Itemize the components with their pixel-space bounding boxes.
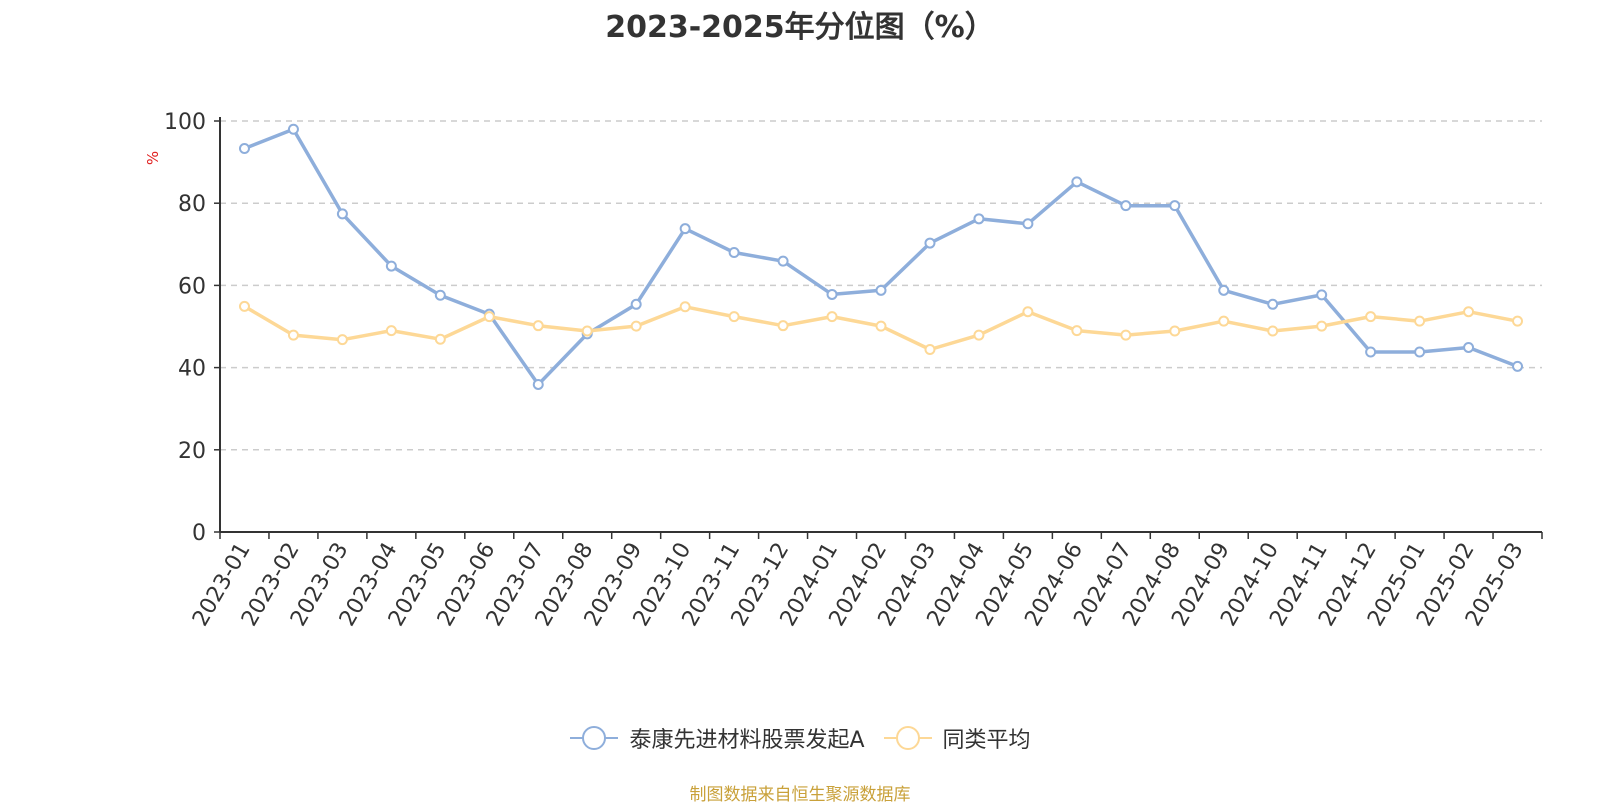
y-tick-label: 60: [178, 274, 206, 299]
data-point[interactable]: [1218, 315, 1230, 327]
data-point[interactable]: [924, 344, 936, 356]
data-point[interactable]: [483, 311, 495, 323]
chart-title: 2023-2025年分位图（%）: [605, 10, 995, 45]
data-point[interactable]: [630, 298, 642, 310]
legend-label: 泰康先进材料股票发起A: [629, 728, 865, 753]
data-point[interactable]: [973, 329, 985, 341]
legend-item-2[interactable]: 同类平均: [883, 722, 1031, 754]
data-point[interactable]: [679, 301, 691, 313]
data-point[interactable]: [1120, 200, 1132, 212]
data-point[interactable]: [385, 325, 397, 337]
data-point[interactable]: [1071, 325, 1083, 337]
data-point[interactable]: [1316, 320, 1328, 332]
data-point[interactable]: [1022, 306, 1034, 318]
data-point[interactable]: [532, 378, 544, 390]
data-point[interactable]: [875, 320, 887, 332]
data-point[interactable]: [1169, 200, 1181, 212]
data-point[interactable]: [532, 320, 544, 332]
axes: 0204060801002023-012023-022023-032023-04…: [164, 110, 1543, 631]
y-tick-label: 80: [178, 192, 206, 217]
data-point[interactable]: [924, 237, 936, 249]
data-point[interactable]: [1218, 284, 1230, 296]
data-point[interactable]: [1463, 306, 1475, 318]
data-point[interactable]: [1120, 329, 1132, 341]
data-point[interactable]: [728, 247, 740, 259]
data-point[interactable]: [1022, 218, 1034, 230]
data-point[interactable]: [1414, 315, 1426, 327]
legend: 泰康先进材料股票发起A 同类平均: [0, 722, 1600, 754]
data-point[interactable]: [1414, 346, 1426, 358]
series-lines: [242, 127, 1520, 387]
data-point[interactable]: [581, 325, 593, 337]
data-points: [238, 123, 1524, 390]
data-point[interactable]: [679, 223, 691, 235]
data-point[interactable]: [630, 320, 642, 332]
data-point[interactable]: [434, 333, 446, 345]
data-point[interactable]: [728, 311, 740, 323]
y-tick-label: 20: [178, 439, 206, 464]
data-point[interactable]: [1365, 346, 1377, 358]
data-point[interactable]: [1365, 311, 1377, 323]
data-point[interactable]: [336, 208, 348, 220]
data-point[interactable]: [1267, 325, 1279, 337]
data-point[interactable]: [238, 300, 250, 312]
data-point[interactable]: [777, 320, 789, 332]
data-point[interactable]: [826, 311, 838, 323]
data-point[interactable]: [826, 288, 838, 300]
data-point[interactable]: [1463, 341, 1475, 353]
data-point[interactable]: [238, 143, 250, 155]
series-line-1: [242, 127, 1520, 387]
data-point[interactable]: [777, 255, 789, 267]
data-point[interactable]: [875, 284, 887, 296]
y-tick-label: 100: [164, 110, 206, 135]
data-point[interactable]: [1512, 360, 1524, 372]
y-tick-label: 0: [192, 521, 206, 546]
legend-swatch-icon: [570, 726, 619, 750]
y-axis-label: %: [144, 151, 162, 165]
data-point[interactable]: [1316, 289, 1328, 301]
legend-swatch-icon: [883, 726, 932, 750]
data-point[interactable]: [287, 329, 299, 341]
data-point[interactable]: [973, 213, 985, 225]
data-point[interactable]: [1267, 298, 1279, 310]
data-point[interactable]: [1512, 315, 1524, 327]
y-tick-label: 40: [178, 357, 206, 382]
data-point[interactable]: [434, 289, 446, 301]
data-point[interactable]: [1169, 325, 1181, 337]
source-note: 制图数据来自恒生聚源数据库: [689, 785, 911, 805]
data-point[interactable]: [336, 334, 348, 346]
data-point[interactable]: [287, 123, 299, 135]
legend-label: 同类平均: [942, 728, 1031, 753]
data-point[interactable]: [385, 260, 397, 272]
legend-item-1[interactable]: 泰康先进材料股票发起A: [569, 722, 865, 754]
data-point[interactable]: [1071, 176, 1083, 188]
